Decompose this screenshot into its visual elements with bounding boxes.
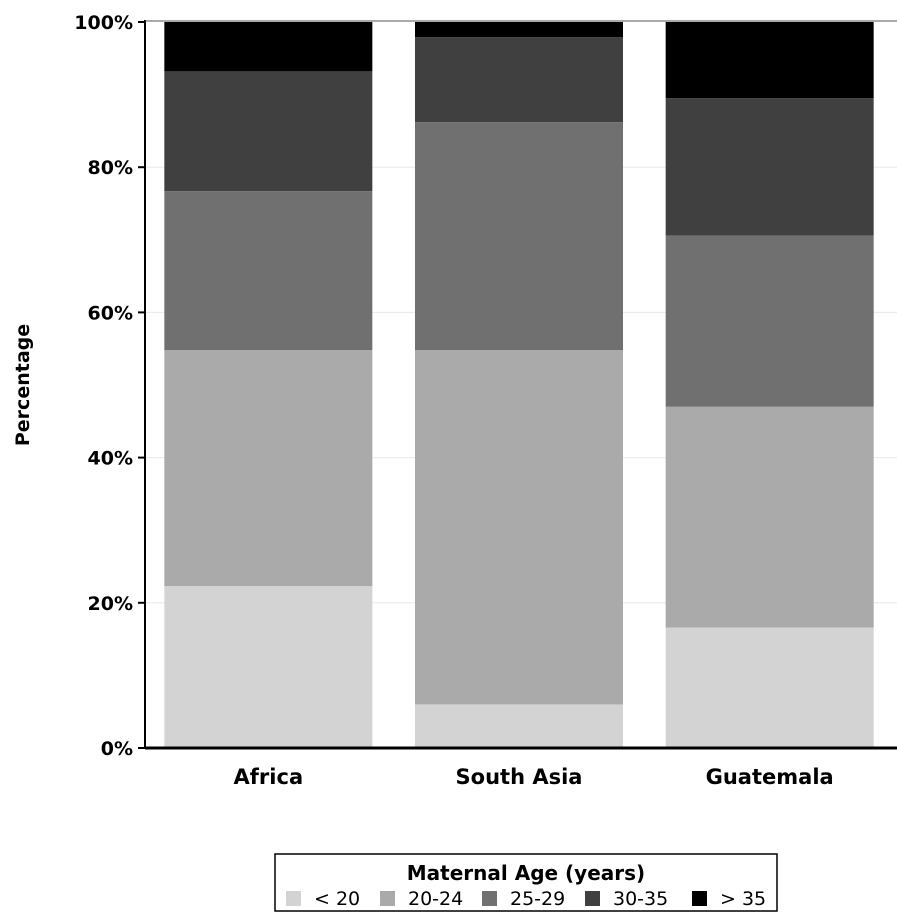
legend: Maternal Age (years) < 20 20-24 25-29 30-35 >…	[274, 853, 778, 912]
y-ticks-group: 0% 20% 40% 60% 80% 100%	[74, 12, 145, 760]
y-tick-label: 20%	[88, 593, 133, 615]
x-category-label: Africa	[234, 765, 304, 789]
bar-segment	[164, 22, 373, 72]
bar-segment	[164, 586, 373, 748]
bars-group	[164, 22, 874, 748]
legend-swatch	[692, 891, 707, 906]
legend-swatch	[286, 891, 301, 906]
y-tick-label: 100%	[74, 12, 133, 34]
bar-segment	[665, 406, 874, 628]
axes-group	[144, 20, 897, 750]
legend-label: > 35	[720, 888, 766, 910]
bar-segment	[415, 37, 623, 123]
legend-title: Maternal Age (years)	[407, 861, 645, 885]
y-tick-label: 60%	[88, 302, 133, 324]
y-tick-label: 80%	[88, 157, 133, 179]
legend-swatch	[585, 891, 600, 906]
legend-label: 20-24	[408, 888, 463, 910]
bar-segment	[665, 98, 874, 236]
y-tick-label: 40%	[88, 448, 133, 470]
bar-segment	[665, 235, 874, 407]
bar-segment	[164, 350, 373, 587]
y-tick-label: 0%	[101, 738, 133, 760]
bar-segment	[415, 704, 623, 748]
bar-segment	[164, 71, 373, 192]
bar-segment	[665, 627, 874, 748]
legend-label: < 20	[314, 888, 360, 910]
legend-label: 25-29	[510, 888, 565, 910]
bar-segment	[665, 22, 874, 99]
bar-segment	[415, 350, 623, 705]
bar-segment	[164, 191, 373, 351]
bar-segment	[415, 22, 623, 38]
legend-swatch	[482, 891, 497, 906]
legend-swatch	[380, 891, 395, 906]
x-category-label: South Asia	[456, 765, 583, 789]
y-axis-title: Percentage	[12, 324, 34, 446]
x-ticks-group: Africa South Asia Guatemala	[234, 765, 834, 789]
bar-segment	[415, 122, 623, 351]
legend-label: 30-35	[613, 888, 668, 910]
x-category-label: Guatemala	[706, 765, 834, 789]
